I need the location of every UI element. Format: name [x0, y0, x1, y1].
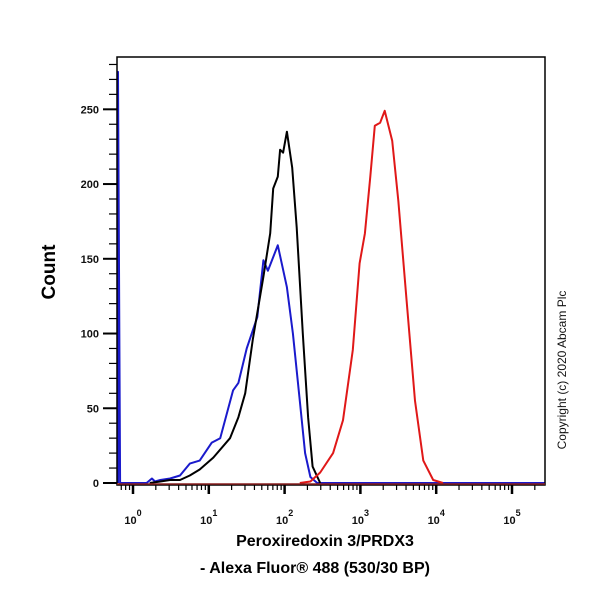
x-tick-label: 102 [276, 508, 293, 527]
plot-marks [117, 70, 546, 484]
series-black-line [149, 130, 322, 484]
y-axis-label: Count [39, 244, 60, 300]
x-tick-label: 104 [428, 508, 445, 527]
x-tick-label: 100 [124, 508, 141, 527]
y-tick-label: 50 [87, 403, 99, 415]
axes: 0 50 100 150 200 250 100 101 102 103 104 105 [81, 63, 545, 527]
y-tick-label: 200 [81, 179, 99, 191]
plot-frame [116, 56, 546, 486]
y-tick-label: 150 [81, 254, 99, 266]
x-axis-label-line2: - Alexa Fluor® 488 (530/30 BP) [200, 560, 430, 577]
x-axis-label-line1: Peroxiredoxin 3/PRDX3 [236, 533, 414, 550]
x-tick-label: 105 [503, 508, 520, 527]
y-tick-label: 250 [81, 104, 99, 116]
y-tick-label: 0 [93, 478, 99, 490]
x-tick-label: 101 [200, 508, 217, 527]
series-blue-line [117, 70, 546, 484]
series-red-line [299, 109, 444, 484]
y-tick-label: 100 [81, 329, 99, 341]
copyright-text: Copyright (c) 2020 Abcam Plc [555, 291, 569, 450]
x-tick-label: 103 [352, 508, 369, 527]
